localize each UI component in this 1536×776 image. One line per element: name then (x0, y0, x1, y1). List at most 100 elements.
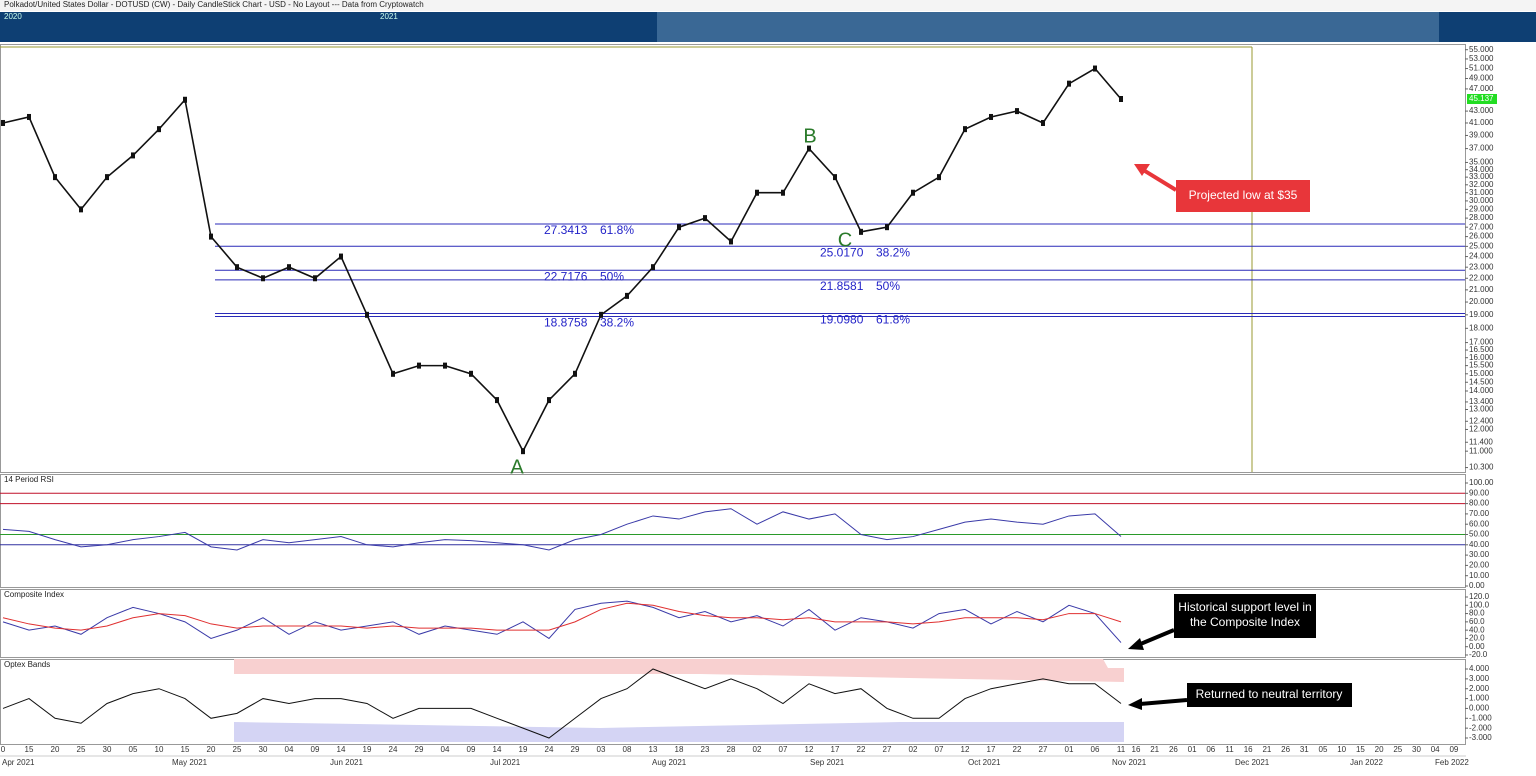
price-point (313, 275, 317, 282)
y-tick-label: 10.00 (1469, 571, 1490, 580)
x-tick-label: 19 (363, 745, 372, 754)
x-month-label: Oct 2021 (968, 758, 1001, 767)
price-point (365, 311, 369, 318)
wave-label: B (803, 125, 816, 147)
composite-panel (0, 589, 1466, 658)
main-panel (0, 44, 1466, 473)
price-point (677, 224, 681, 231)
price-point (599, 311, 603, 318)
x-tick-label: 12 (961, 745, 970, 754)
x-month-label: May 2021 (172, 758, 208, 767)
x-tick-label: 26 (1281, 745, 1290, 754)
x-tick-label: 20 (51, 745, 60, 754)
x-tick-label: 22 (1013, 745, 1022, 754)
x-tick-label: 16 (1244, 745, 1253, 754)
fib-ratio: 50% (600, 269, 624, 283)
x-tick-label: 15 (181, 745, 190, 754)
x-tick-label: 13 (649, 745, 658, 754)
y-tick-label: 80.0 (1469, 609, 1485, 618)
y-tick-label: 50.00 (1469, 530, 1490, 539)
x-tick-label: 21 (1150, 745, 1159, 754)
x-tick-label: 22 (857, 745, 866, 754)
x-tick-label: 09 (311, 745, 320, 754)
y-tick-label: 30.000 (1469, 196, 1494, 205)
y-tick-label: 21.000 (1469, 285, 1494, 294)
price-point (261, 275, 265, 282)
price-point (859, 228, 863, 235)
x-tick-label: 15 (1356, 745, 1365, 754)
price-point (1067, 80, 1071, 87)
x-tick-label: 27 (883, 745, 892, 754)
price-point (417, 362, 421, 369)
y-tick-label: 40.00 (1469, 540, 1490, 549)
annotation-arrow (1137, 628, 1175, 647)
series-line (2, 602, 1122, 631)
navigator-window[interactable] (657, 12, 1439, 42)
price-point (547, 397, 551, 404)
y-tick-label: 4.000 (1469, 664, 1490, 673)
x-tick-label: 0 (1, 745, 6, 754)
y-tick-label: 12.400 (1469, 416, 1494, 425)
y-tick-label: -3.000 (1469, 733, 1492, 742)
price-point (625, 292, 629, 299)
price-point (755, 189, 759, 196)
x-tick-label: 02 (909, 745, 918, 754)
header-bar (0, 0, 1536, 11)
price-point (469, 370, 473, 377)
navigator-year: 2021 (380, 12, 398, 21)
price-point (183, 96, 187, 103)
x-tick-label: 10 (155, 745, 164, 754)
annotation-arrow (1138, 166, 1178, 192)
x-tick-label: 25 (1393, 745, 1402, 754)
y-tick-label: 33.000 (1469, 172, 1494, 181)
y-tick-label: 39.000 (1469, 131, 1494, 140)
y-tick-label: 20.0 (1469, 634, 1485, 643)
optex-lower-band (234, 722, 1124, 742)
price-point (157, 126, 161, 133)
y-tick-label: 0.00 (1469, 581, 1485, 590)
y-tick-label: 18.000 (1469, 323, 1494, 332)
wave-label: C (838, 229, 852, 251)
y-tick-label: 15.500 (1469, 361, 1494, 370)
price-point (781, 189, 785, 196)
x-tick-label: 30 (103, 745, 112, 754)
annotation-arrow (1134, 164, 1150, 176)
y-tick-label: 47.000 (1469, 84, 1494, 93)
y-tick-label: 80.00 (1469, 499, 1490, 508)
y-tick-label: 100.0 (1469, 600, 1490, 609)
y-tick-label: 26.000 (1469, 232, 1494, 241)
x-tick-label: 25 (77, 745, 86, 754)
price-point (131, 152, 135, 159)
price-point (651, 264, 655, 271)
annotation-box (1187, 683, 1352, 707)
y-tick-label: 1.000 (1469, 694, 1490, 703)
y-tick-label: 10.300 (1469, 463, 1494, 472)
x-tick-label: 09 (467, 745, 476, 754)
y-tick-label: 0.000 (1469, 704, 1490, 713)
y-tick-label: 19.000 (1469, 310, 1494, 319)
panel-title: Optex Bands (4, 660, 50, 669)
x-tick-label: 07 (779, 745, 788, 754)
annotation-text: the Composite Index (1190, 615, 1300, 629)
panel-title: Composite Index (4, 590, 64, 599)
x-tick-label: 21 (1262, 745, 1271, 754)
x-month-label: Apr 2021 (2, 758, 35, 767)
x-tick-label: 17 (831, 745, 840, 754)
price-point (885, 224, 889, 231)
price-point (339, 253, 343, 260)
x-tick-label: 28 (727, 745, 736, 754)
price-point (989, 113, 993, 120)
price-point (287, 264, 291, 271)
series-line (2, 508, 1122, 551)
x-tick-label: 15 (25, 745, 34, 754)
y-tick-label: 53.000 (1469, 54, 1494, 63)
y-tick-label: 20.000 (1469, 297, 1494, 306)
price-point (1015, 108, 1019, 115)
fib-price: 21.8581 (820, 279, 864, 293)
x-tick-label: 14 (493, 745, 502, 754)
y-tick-label: 22.000 (1469, 273, 1494, 282)
price-point (729, 238, 733, 245)
wave-label: A (510, 456, 524, 478)
price-point (703, 215, 707, 222)
